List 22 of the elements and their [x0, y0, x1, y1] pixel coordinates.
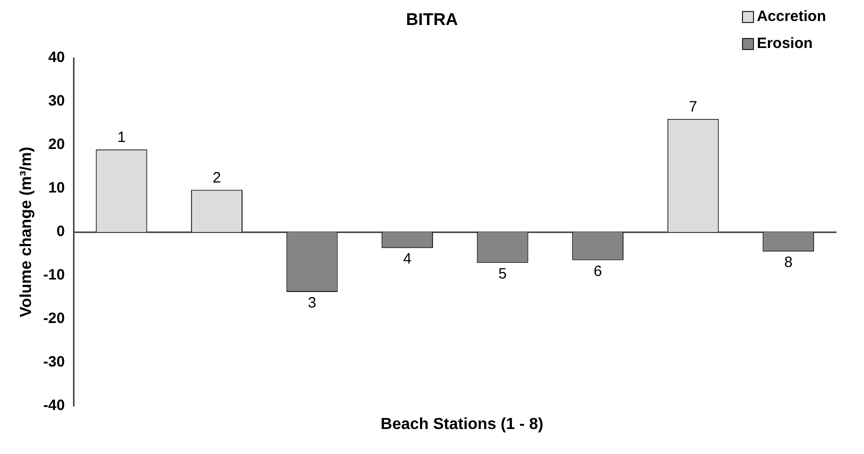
y-tick-label: -30 — [43, 354, 65, 371]
legend-label: Erosion — [756, 35, 813, 52]
x-tick-label: 1 — [117, 128, 126, 146]
x-axis-title: Beach Stations (1 - 8) — [380, 416, 544, 434]
x-tick-label: 2 — [212, 169, 221, 186]
y-tick-label: 10 — [48, 180, 65, 197]
x-tick-label: 3 — [308, 294, 316, 312]
x-tick-label: 7 — [688, 98, 698, 116]
y-tick-label: 40 — [48, 49, 65, 66]
y-tick-label: 30 — [48, 92, 65, 110]
x-tick-label: 6 — [594, 262, 602, 280]
y-tick-label: 0 — [56, 223, 65, 240]
chart-title: BITRA — [406, 10, 458, 29]
x-tick-label: 5 — [498, 266, 507, 283]
y-tick-label: -20 — [43, 310, 65, 328]
x-tick-label: 4 — [403, 250, 412, 268]
y-tick-label: -40 — [43, 397, 65, 414]
legend-label: Accretion — [756, 8, 826, 25]
x-tick-label: 8 — [784, 254, 793, 272]
y-tick-label: 20 — [48, 136, 65, 154]
y-axis-title: Volume change (m³/m) — [18, 146, 36, 318]
y-tick-label: -10 — [43, 266, 65, 284]
